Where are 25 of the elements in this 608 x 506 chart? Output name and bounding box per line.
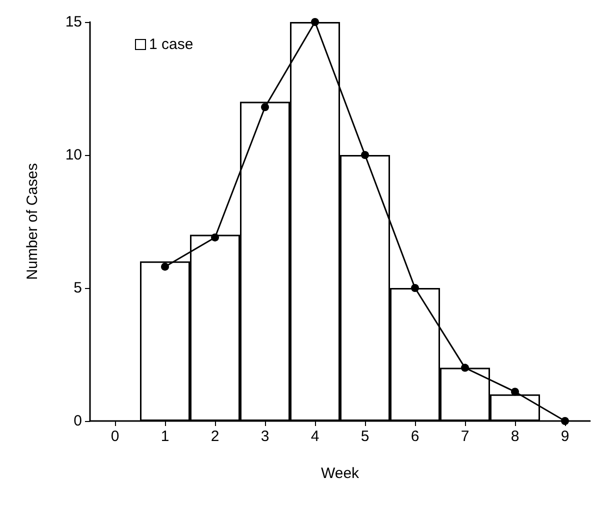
y-tick-label: 10 — [65, 146, 82, 164]
x-tick-label: 3 — [260, 428, 270, 445]
x-tick-label: 8 — [510, 428, 520, 445]
point — [211, 233, 219, 242]
x-tick-label: 1 — [160, 428, 170, 445]
point — [461, 364, 469, 372]
x-tick-label: 0 — [110, 428, 120, 445]
x-tick-label: 7 — [460, 428, 470, 445]
point — [261, 103, 269, 112]
point — [311, 18, 319, 26]
point — [361, 151, 369, 159]
x-tick-label: 4 — [310, 428, 320, 445]
point — [161, 262, 169, 271]
x-tick-label: 5 — [360, 428, 370, 445]
x-tick-label: 2 — [210, 428, 220, 445]
y-axis-title: Number of Cases — [24, 163, 41, 280]
x-tick-label: 6 — [410, 428, 420, 445]
x-tick-label: 9 — [560, 428, 570, 445]
y-tick-label: 5 — [74, 280, 82, 296]
point — [511, 388, 519, 396]
y-tick-label: 15 — [65, 14, 82, 30]
y-tick-label: 0 — [74, 412, 82, 430]
point — [411, 284, 419, 292]
x-axis-title: Week — [320, 465, 360, 482]
annotation: 1 case — [149, 36, 194, 53]
